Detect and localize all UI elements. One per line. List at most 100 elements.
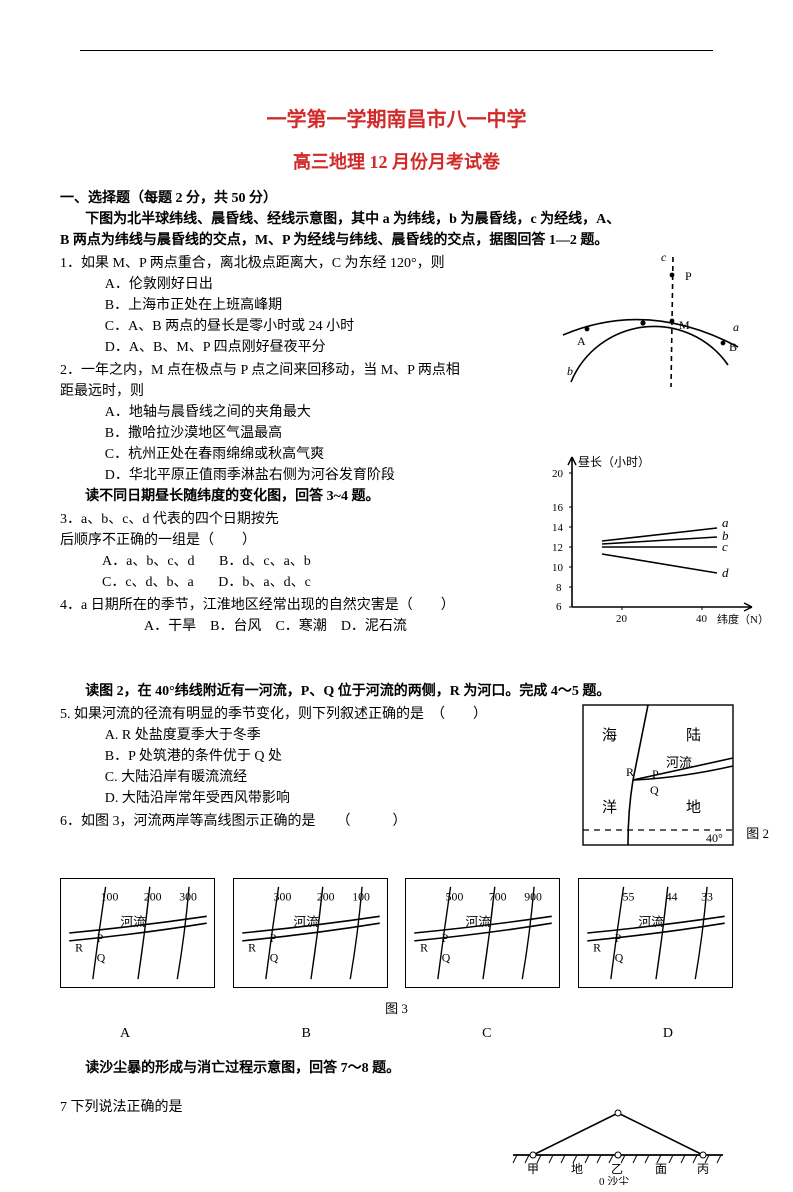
svg-text:500: 500	[446, 891, 464, 904]
q5-opt-b: B．P 处筑港的条件优于 Q 处	[60, 746, 530, 767]
svg-text:d: d	[722, 565, 729, 580]
fig1-label-P: P	[685, 269, 692, 283]
q3-opts-row1: A．a、b、c、d B．d、c、a、b	[60, 551, 490, 572]
q1-stem: 1．如果 M、P 两点重合，离北极点距离大，C 为东经 120°，则	[60, 253, 490, 274]
svg-text:Q: Q	[269, 951, 278, 964]
q5-stem: 5. 如果河流的径流有明显的季节变化，则下列叙述正确的是 （ ）	[60, 704, 530, 725]
figure-2-map: 海 陆 洋 地 河流 R P Q 40°	[578, 700, 743, 862]
svg-text:8: 8	[556, 582, 562, 594]
q4-opts: A．干旱 B．台风 C．寒潮 D．泥石流	[60, 616, 490, 637]
q3-opt-b: B．d、c、a、b	[219, 554, 311, 569]
svg-text:P: P	[97, 932, 104, 945]
svg-text:33: 33	[701, 891, 713, 904]
svg-text:面: 面	[655, 1162, 667, 1176]
svg-text:丙: 丙	[697, 1162, 709, 1176]
svg-text:6: 6	[556, 601, 562, 613]
svg-text:Q: Q	[97, 951, 106, 964]
fig1-label-a: a	[733, 320, 739, 334]
svg-text:河流: 河流	[293, 915, 319, 929]
q4-opt-b: B．台风	[210, 619, 261, 634]
svg-text:R: R	[593, 942, 601, 955]
svg-text:乙: 乙	[611, 1162, 623, 1176]
svg-text:16: 16	[552, 502, 564, 514]
svg-text:P: P	[615, 932, 622, 945]
q3-opt-d: D．b、a、d、c	[218, 575, 311, 590]
svg-text:0 沙尘: 0 沙尘	[599, 1175, 629, 1185]
svg-text:c: c	[722, 539, 728, 554]
q2-stem-1: 2．一年之内，M 点在极点与 P 点之间来回移动，当 M、P 两点相	[60, 360, 490, 381]
q4-opt-c: C．寒潮	[275, 619, 326, 634]
svg-text:40: 40	[696, 613, 708, 625]
q1-opt-d: D．A、B、M、P 四点刚好昼夜平分	[60, 337, 490, 358]
svg-text:200: 200	[317, 891, 335, 904]
fig3-panel-d: 55 44 33 河流 R P Q	[578, 878, 733, 995]
svg-text:55: 55	[623, 891, 635, 904]
svg-text:R: R	[75, 942, 83, 955]
intro-34: 读不同日期昼长随纬度的变化图，回答 3~4 题。	[60, 486, 490, 507]
q1-opt-a: A．伦敦刚好日出	[60, 274, 490, 295]
svg-text:陆: 陆	[686, 727, 701, 744]
q5-opt-c: C. 大陆沿岸有暖流流经	[60, 767, 530, 788]
fig3-panel-c: 500 700 900 河流 R P Q	[405, 878, 560, 995]
q4-opt-a: A．干旱	[144, 619, 196, 634]
svg-text:900: 900	[525, 891, 543, 904]
svg-text:14: 14	[552, 522, 564, 534]
q3-opts-row2: C．c、d、b、a D．b、a、d、c	[60, 572, 490, 593]
q2-opt-a: A．地轴与晨昏线之间的夹角最大	[60, 402, 733, 423]
svg-text:12: 12	[552, 542, 563, 554]
figure-2-caption: 图 2	[746, 824, 769, 844]
figure-3-row: 100 200 300 河流 R P Q 300 200 100 河流 R P …	[60, 878, 733, 995]
figure-3-caption: 图 3	[60, 999, 733, 1019]
svg-text:河流: 河流	[638, 915, 664, 929]
intro-78: 读沙尘暴的形成与消亡过程示意图，回答 7～8 题。	[60, 1058, 733, 1079]
fig3-panel-b: 300 200 100 河流 R P Q	[233, 878, 388, 995]
svg-text:P: P	[652, 767, 659, 781]
svg-text:300: 300	[179, 891, 197, 904]
fig1-label-c: c	[661, 250, 667, 264]
svg-text:P: P	[442, 932, 449, 945]
svg-text:河流: 河流	[466, 915, 492, 929]
svg-text:44: 44	[666, 891, 678, 904]
q1-opt-c: C．A、B 两点的昼长是零小时或 24 小时	[60, 316, 490, 337]
fig1-label-A: A	[577, 334, 586, 348]
chart-daylength: 6 8 10 12 14 16 20 昼长（小时） 20 40 纬度（N） a …	[542, 442, 767, 634]
svg-text:10: 10	[552, 562, 564, 574]
fig3-letter-a: A	[120, 1023, 130, 1044]
svg-text:河流: 河流	[120, 915, 146, 929]
svg-text:Q: Q	[442, 951, 451, 964]
q1-opt-b: B．上海市正处在上班高峰期	[60, 295, 490, 316]
svg-text:200: 200	[144, 891, 162, 904]
svg-text:300: 300	[273, 891, 291, 904]
q3-opt-a: A．a、b、c、d	[102, 554, 195, 569]
q3-stem-1: 3．a、b、c、d 代表的四个日期按先	[60, 509, 490, 530]
fig3-panel-a: 100 200 300 河流 R P Q	[60, 878, 215, 995]
svg-text:Q: Q	[650, 783, 659, 797]
page-title-1: 一学第一学期南昌市八一中学	[60, 105, 733, 135]
svg-text:R: R	[420, 942, 428, 955]
fig3-letter-c: C	[482, 1023, 491, 1044]
page-title-2: 高三地理 12 月份月考试卷	[60, 149, 733, 176]
svg-text:P: P	[269, 932, 276, 945]
q3-opt-c: C．c、d、b、a	[102, 575, 194, 590]
svg-text:700: 700	[489, 891, 507, 904]
q5-opt-d: D. 大陆沿岸常年受西风带影响	[60, 788, 530, 809]
block-q5-q6: 海 陆 洋 地 河流 R P Q 40° 图 2 5. 如果河流的径流有明显的季…	[60, 704, 733, 864]
intro-56: 读图 2，在 40°纬线附近有一河流，P、Q 位于河流的两侧，R 为河口。完成 …	[60, 681, 733, 702]
svg-text:地: 地	[686, 799, 701, 816]
figure-1: P A M B b a c	[553, 247, 743, 394]
section-header: 一、选择题（每题 2 分，共 50 分）	[60, 188, 733, 209]
fig3-letter-b: B	[301, 1023, 310, 1044]
svg-text:洋: 洋	[602, 799, 617, 816]
fig1-label-B: B	[729, 340, 737, 354]
q4-stem: 4．a 日期所在的季节，江淮地区经常出现的自然灾害是（ ）	[60, 595, 490, 616]
svg-text:Q: Q	[615, 951, 624, 964]
svg-text:甲: 甲	[527, 1162, 539, 1176]
q5-opt-a: A. R 处盐度夏季大于冬季	[60, 725, 530, 746]
q7-stem: 7 下列说法正确的是	[60, 1097, 503, 1118]
block-q3-q4: 6 8 10 12 14 16 20 昼长（小时） 20 40 纬度（N） a …	[60, 486, 733, 681]
fig1-label-M: M	[679, 318, 690, 332]
figure-sandstorm: 甲 地 乙 面 丙 0 沙尘	[503, 1095, 733, 1192]
svg-text:R: R	[248, 942, 256, 955]
svg-text:海: 海	[602, 727, 617, 744]
header-rule	[80, 50, 713, 51]
